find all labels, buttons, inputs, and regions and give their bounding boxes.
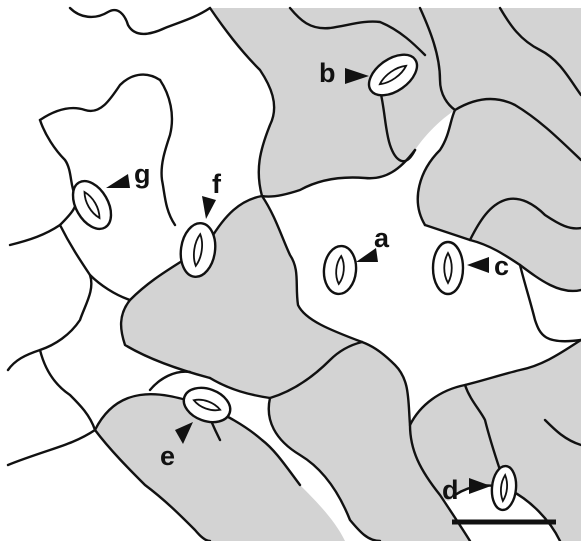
- label-e: e: [160, 441, 175, 471]
- stoma-e: [182, 386, 232, 424]
- shaded-cells: [95, 8, 581, 541]
- pointer-g: [106, 174, 130, 188]
- shaded-cell-lower-right: [410, 340, 581, 541]
- label-b: b: [319, 58, 336, 88]
- shaded-cell-bottom-left: [95, 394, 345, 541]
- shaded-cell-top: [210, 8, 581, 197]
- shaded-cell-lower-middle: [268, 342, 470, 541]
- label-f: f: [212, 169, 222, 199]
- pointer-b: [345, 68, 369, 84]
- stoma-f: [179, 221, 217, 279]
- stomata: [71, 53, 518, 512]
- pointer-c: [467, 257, 489, 273]
- stoma-c: [431, 240, 465, 296]
- label-a: a: [374, 223, 390, 253]
- label-c: c: [494, 251, 509, 281]
- stoma-b: [367, 53, 419, 97]
- shaded-cell-centre: [121, 196, 363, 398]
- labels: a b c d e f g: [134, 58, 509, 505]
- pointers: [106, 68, 491, 494]
- label-g: g: [134, 159, 151, 189]
- pointer-d: [469, 478, 491, 494]
- pointer-a: [356, 248, 378, 262]
- pointer-f: [202, 196, 216, 219]
- pointer-e: [175, 422, 193, 444]
- stoma-d: [490, 464, 518, 512]
- stoma-g: [71, 179, 113, 231]
- label-d: d: [442, 475, 459, 505]
- stoma-a: [322, 244, 358, 296]
- shaded-cell-right: [417, 98, 581, 291]
